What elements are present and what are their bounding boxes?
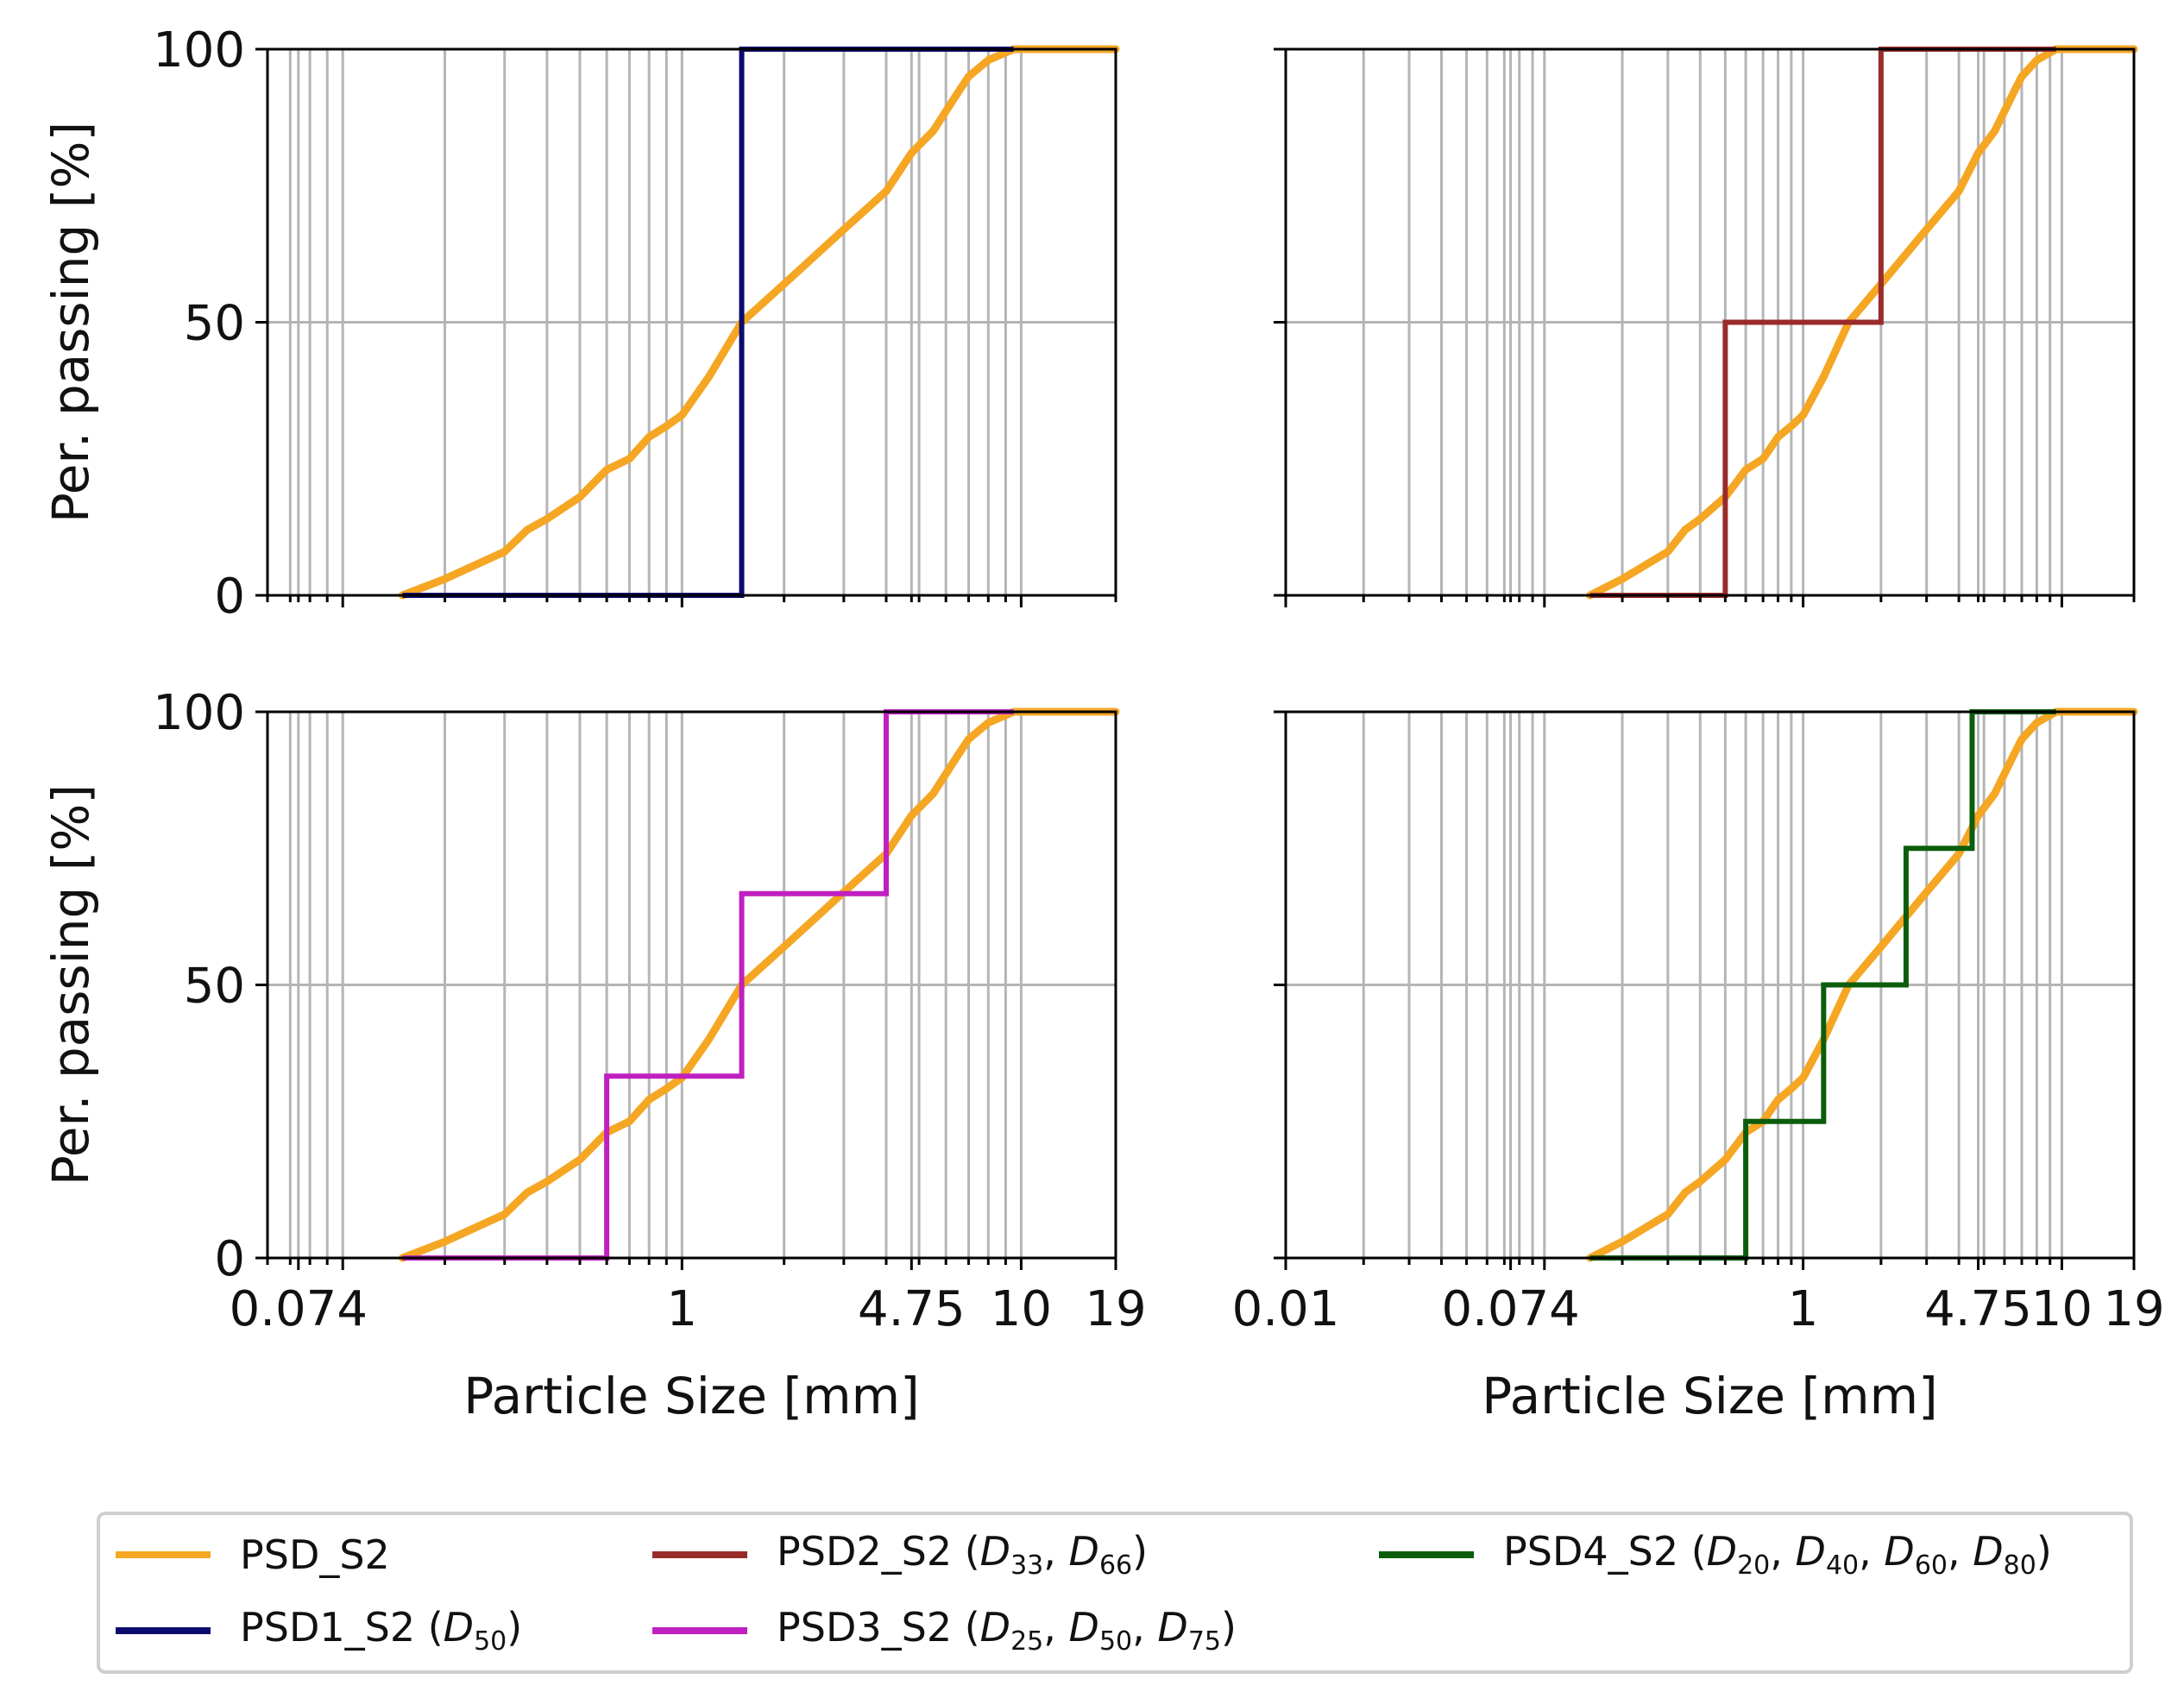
legend-item-psd3: PSD3_S2 (D25, D50, D75): [652, 1604, 1237, 1657]
x-tick-label: 0.01: [1232, 1281, 1340, 1337]
series-psd-s2: [398, 45, 1120, 600]
x-tick-label: 0.074: [1441, 1281, 1579, 1337]
legend-label-psd3: PSD3_S2 (D25, D50, D75): [777, 1604, 1237, 1657]
x-tick-label: 4.75: [1924, 1281, 2032, 1337]
legend-swatch-psd2: [652, 1551, 747, 1558]
series-psd3-s2: [402, 709, 1014, 1261]
y-tick-label: 50: [184, 959, 245, 1015]
panel-top-left: 0 50 100 Per. passing [%]: [41, 22, 1120, 625]
x-tick-label: 1: [666, 1281, 697, 1337]
legend-label-psd2: PSD2_S2 (D33, D66): [777, 1528, 1149, 1582]
x-axis-label: Particle Size [mm]: [1482, 1367, 1938, 1425]
y-tick-label: 0: [214, 569, 245, 625]
x-tick-label: 1: [1788, 1281, 1819, 1337]
legend-item-psd2: PSD2_S2 (D33, D66): [652, 1528, 1149, 1582]
series-psd-s2: [398, 708, 1120, 1262]
x-tick-label: 10: [991, 1281, 1052, 1337]
legend-swatch-psd4: [1379, 1551, 1474, 1558]
x-tick-label: 19: [1085, 1281, 1146, 1337]
y-tick-label: 50: [184, 296, 245, 352]
x-tick-label: 0.074: [230, 1281, 368, 1337]
x-tick-label: 10: [2031, 1281, 2093, 1337]
y-axis-label: Per. passing [%]: [41, 122, 100, 523]
legend-swatch-psd3: [652, 1627, 747, 1634]
legend-item-psd: PSD_S2: [116, 1529, 390, 1581]
y-tick-label: 100: [153, 685, 245, 741]
legend-swatch-psd1: [116, 1627, 211, 1634]
series-psd-s2: [1586, 45, 2138, 600]
legend: PSD_S2 PSD1_S2 (D50) PSD2_S2 (D33, D66) …: [97, 1512, 2133, 1674]
y-axis-label: Per. passing [%]: [41, 784, 100, 1185]
y-tick-label: 0: [214, 1231, 245, 1287]
legend-label-psd: PSD_S2: [240, 1531, 390, 1578]
x-tick-label: 4.75: [858, 1281, 966, 1337]
legend-swatch-psd: [116, 1551, 211, 1558]
panel-top-right: [1274, 45, 2138, 607]
x-tick-label: 19: [2103, 1281, 2164, 1337]
legend-item-psd4: PSD4_S2 (D20, D40, D60, D80): [1379, 1528, 2052, 1582]
legend-label-psd4: PSD4_S2 (D20, D40, D60, D80): [1503, 1528, 2052, 1582]
x-axis-label: Particle Size [mm]: [463, 1367, 920, 1425]
legend-label-psd1: PSD1_S2 (D50): [240, 1604, 523, 1657]
legend-item-psd1: PSD1_S2 (D50): [116, 1604, 523, 1657]
panel-bottom-left: 0 50 100 0.074 1 4.75 10 19 Per. passing [%] Part…: [41, 685, 1147, 1425]
series-psd4-s2: [1589, 709, 2056, 1261]
y-tick-label: 100: [153, 22, 245, 79]
